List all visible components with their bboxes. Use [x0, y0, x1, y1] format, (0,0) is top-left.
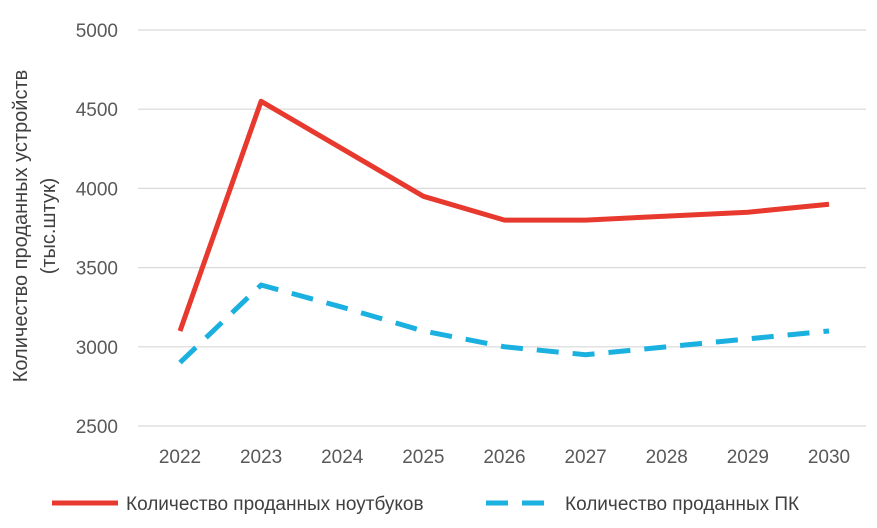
series-line-laptops [177, 98, 830, 332]
x-tick-label: 2026 [483, 447, 525, 468]
y-tick-label: 5000 [76, 21, 118, 42]
x-tick-label: 2025 [402, 447, 444, 468]
x-tick-label: 2030 [808, 447, 850, 468]
x-axis-tick-labels: 2022 2023 2024 2025 2026 2027 2028 2029 2030 [159, 447, 850, 468]
y-axis-tick-labels: 2500 3000 3500 4000 4500 5000 [76, 21, 118, 438]
x-tick-label: 2029 [727, 447, 769, 468]
y-tick-label: 2500 [76, 417, 118, 438]
x-tick-label: 2023 [240, 447, 282, 468]
x-tick-label: 2024 [321, 447, 364, 468]
y-axis-title-line2: (тыс.штук) [38, 178, 60, 275]
legend-item: Количество проданных ноутбуков [52, 494, 424, 515]
y-tick-label: 3000 [76, 338, 118, 359]
y-axis-title-line1: Количество проданных устройств [10, 70, 32, 383]
y-tick-label: 3500 [76, 259, 118, 280]
legend-label: Количество проданных ПК [565, 494, 799, 515]
y-tick-label: 4500 [76, 100, 118, 121]
y-tick-label: 4000 [76, 179, 118, 200]
legend: Количество проданных ноутбуков Количество… [52, 494, 799, 515]
legend-item: Количество проданных ПК [486, 494, 799, 515]
series-lines [177, 98, 830, 365]
y-axis-title: Количество проданных устройств (тыс.штук… [10, 70, 60, 383]
legend-label: Количество проданных ноутбуков [126, 494, 424, 515]
gridlines [138, 29, 866, 427]
x-tick-label: 2027 [564, 447, 606, 468]
x-tick-label: 2028 [646, 447, 688, 468]
series-line-pc [178, 282, 830, 365]
x-tick-label: 2022 [159, 447, 201, 468]
